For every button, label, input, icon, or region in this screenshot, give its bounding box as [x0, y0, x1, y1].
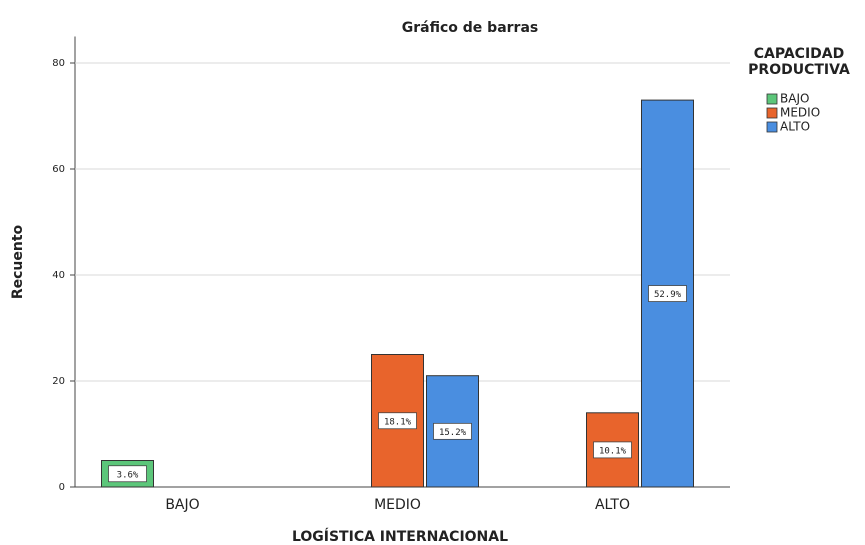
legend-label: ALTO — [780, 120, 810, 134]
x-axis-label: LOGÍSTICA INTERNACIONAL — [292, 528, 508, 545]
data-label-box — [108, 465, 147, 483]
data-label-box — [648, 285, 687, 302]
legend-swatch — [766, 93, 778, 105]
legend-label: MEDIO — [780, 106, 820, 120]
data-label: 52.9% — [654, 290, 682, 300]
legend-title: CAPACIDAD PRODUCTIVA — [748, 46, 850, 78]
legend-label: BAJO — [780, 92, 809, 106]
legend-swatch — [766, 107, 778, 119]
x-tick-label: ALTO — [595, 497, 630, 513]
data-label-box — [378, 412, 417, 430]
chart-title: Gráfico de barras — [402, 20, 538, 36]
y-tick-label: 0 — [59, 482, 65, 493]
x-tick-label: MEDIO — [374, 497, 421, 513]
data-label: 18.1% — [384, 417, 412, 427]
y-tick-label: 60 — [52, 164, 65, 175]
y-tick-label: 80 — [52, 58, 65, 69]
y-tick-label: 20 — [52, 376, 65, 387]
data-label-box — [593, 441, 632, 459]
data-label: 15.2% — [439, 428, 467, 438]
data-label: 10.1% — [599, 446, 627, 456]
y-tick-label: 40 — [52, 270, 65, 281]
legend-swatch — [766, 121, 778, 133]
y-axis-label: Recuento — [10, 224, 26, 299]
data-label: 3.6% — [117, 470, 139, 480]
x-tick-label: BAJO — [165, 497, 199, 513]
data-label-box — [433, 422, 472, 440]
